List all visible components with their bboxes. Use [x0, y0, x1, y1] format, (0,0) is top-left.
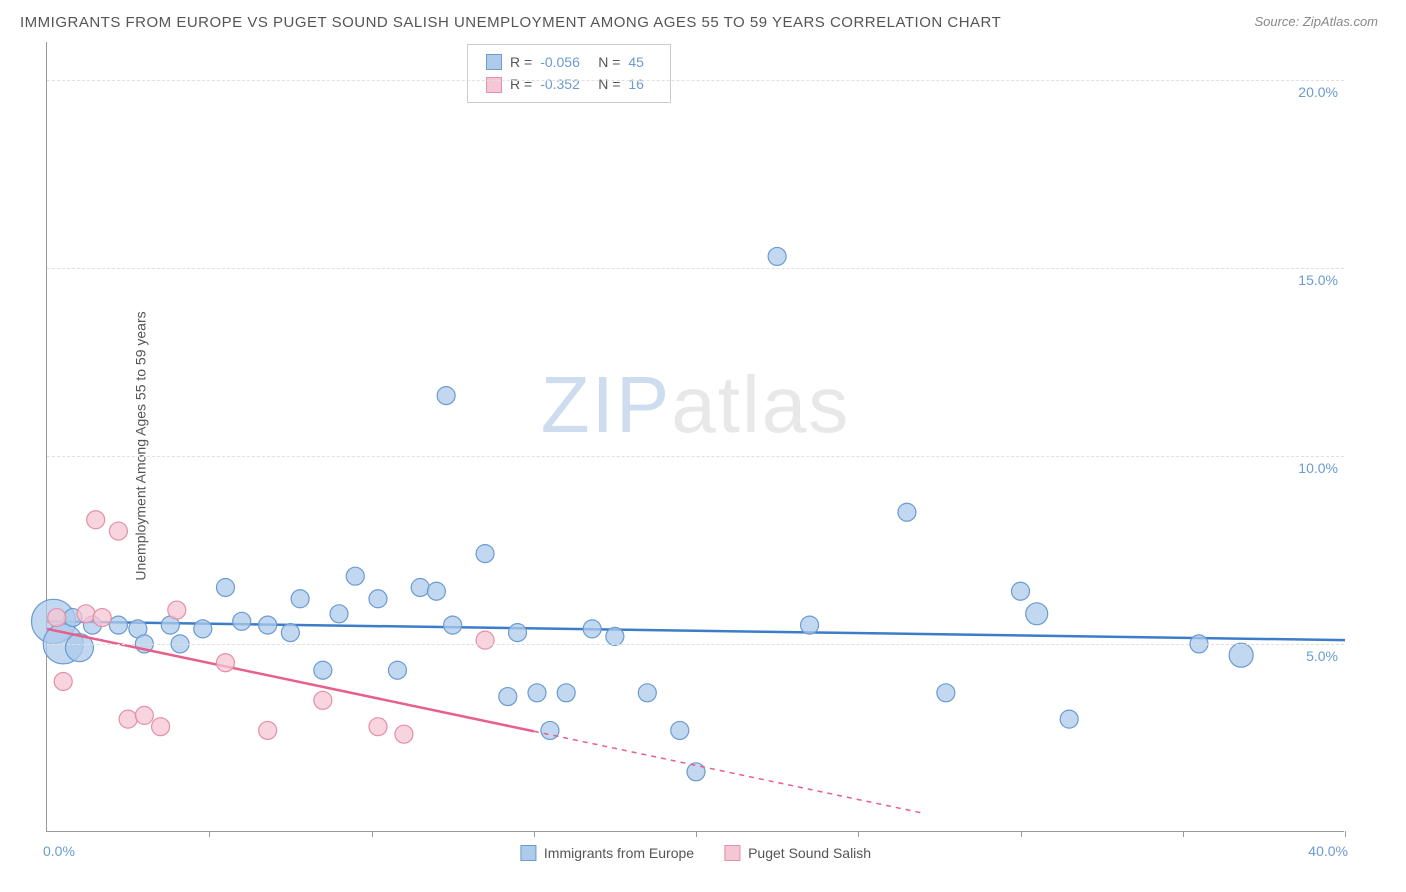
- legend-r-value: -0.352: [540, 73, 590, 95]
- data-point: [606, 627, 624, 645]
- data-point: [395, 725, 413, 743]
- data-point: [291, 590, 309, 608]
- y-tick-label: 20.0%: [1298, 84, 1338, 100]
- data-point: [1026, 603, 1048, 625]
- data-point: [109, 522, 127, 540]
- data-point: [87, 511, 105, 529]
- data-point: [259, 721, 277, 739]
- x-tick: [1021, 831, 1022, 837]
- series-legend-item: Immigrants from Europe: [520, 845, 694, 861]
- x-tick-label: 0.0%: [43, 843, 75, 859]
- data-point: [411, 578, 429, 596]
- data-point: [509, 624, 527, 642]
- data-point: [281, 624, 299, 642]
- data-point: [168, 601, 186, 619]
- data-point: [687, 763, 705, 781]
- x-tick: [858, 831, 859, 837]
- data-point: [476, 545, 494, 563]
- data-point: [93, 609, 111, 627]
- data-point: [437, 387, 455, 405]
- data-point: [77, 605, 95, 623]
- data-point: [476, 631, 494, 649]
- x-tick: [209, 831, 210, 837]
- data-point: [314, 661, 332, 679]
- data-point: [427, 582, 445, 600]
- data-point: [937, 684, 955, 702]
- data-point: [444, 616, 462, 634]
- data-point: [1229, 643, 1253, 667]
- data-point: [768, 247, 786, 265]
- legend-r-label: R =: [510, 73, 532, 95]
- data-point: [216, 578, 234, 596]
- y-tick-label: 10.0%: [1298, 460, 1338, 476]
- legend-swatch: [486, 54, 502, 70]
- legend-n-value: 16: [628, 73, 652, 95]
- legend-swatch: [724, 845, 740, 861]
- plot-area: ZIPatlas R =-0.056N =45R =-0.352N =16 Im…: [46, 42, 1344, 832]
- x-tick: [1183, 831, 1184, 837]
- grid-line: [47, 268, 1344, 269]
- data-point: [557, 684, 575, 702]
- legend-swatch: [520, 845, 536, 861]
- data-point: [152, 718, 170, 736]
- x-tick: [372, 831, 373, 837]
- data-point: [330, 605, 348, 623]
- data-point: [314, 691, 332, 709]
- data-point: [194, 620, 212, 638]
- series-legend: Immigrants from Europe Puget Sound Salish: [520, 845, 871, 861]
- legend-r-value: -0.056: [540, 51, 590, 73]
- legend-n-label: N =: [598, 51, 620, 73]
- data-point: [233, 612, 251, 630]
- trend-line-dashed: [534, 731, 923, 813]
- data-point: [1060, 710, 1078, 728]
- data-point: [48, 609, 66, 627]
- data-point: [898, 503, 916, 521]
- data-point: [671, 721, 689, 739]
- data-point: [369, 590, 387, 608]
- y-tick-label: 15.0%: [1298, 272, 1338, 288]
- x-tick: [534, 831, 535, 837]
- data-point: [388, 661, 406, 679]
- chart-title: IMMIGRANTS FROM EUROPE VS PUGET SOUND SA…: [20, 14, 1001, 31]
- data-point: [583, 620, 601, 638]
- data-point: [499, 688, 517, 706]
- data-point: [259, 616, 277, 634]
- legend-row: R = -0.352 N = 16: [486, 73, 652, 95]
- grid-line: [47, 80, 1344, 81]
- data-point: [135, 706, 153, 724]
- chart-svg: [47, 42, 1344, 831]
- series-name: Puget Sound Salish: [748, 845, 871, 861]
- x-tick-label: 40.0%: [1308, 843, 1348, 859]
- data-point: [216, 654, 234, 672]
- legend-row: R = -0.056 N = 45: [486, 51, 652, 73]
- x-tick: [1345, 831, 1346, 837]
- legend-n-value: 45: [628, 51, 652, 73]
- grid-line: [47, 644, 1344, 645]
- data-point: [369, 718, 387, 736]
- y-tick-label: 5.0%: [1306, 648, 1338, 664]
- grid-line: [47, 456, 1344, 457]
- data-point: [119, 710, 137, 728]
- data-point: [346, 567, 364, 585]
- series-name: Immigrants from Europe: [544, 845, 694, 861]
- series-legend-item: Puget Sound Salish: [724, 845, 871, 861]
- data-point: [801, 616, 819, 634]
- data-point: [1012, 582, 1030, 600]
- legend-r-label: R =: [510, 51, 532, 73]
- data-point: [638, 684, 656, 702]
- source-label: Source: ZipAtlas.com: [1254, 14, 1378, 29]
- data-point: [109, 616, 127, 634]
- correlation-legend: R = -0.056 N = 45 R = -0.352 N = 16: [467, 44, 671, 103]
- data-point: [54, 673, 72, 691]
- x-tick: [696, 831, 697, 837]
- legend-n-label: N =: [598, 73, 620, 95]
- data-point: [528, 684, 546, 702]
